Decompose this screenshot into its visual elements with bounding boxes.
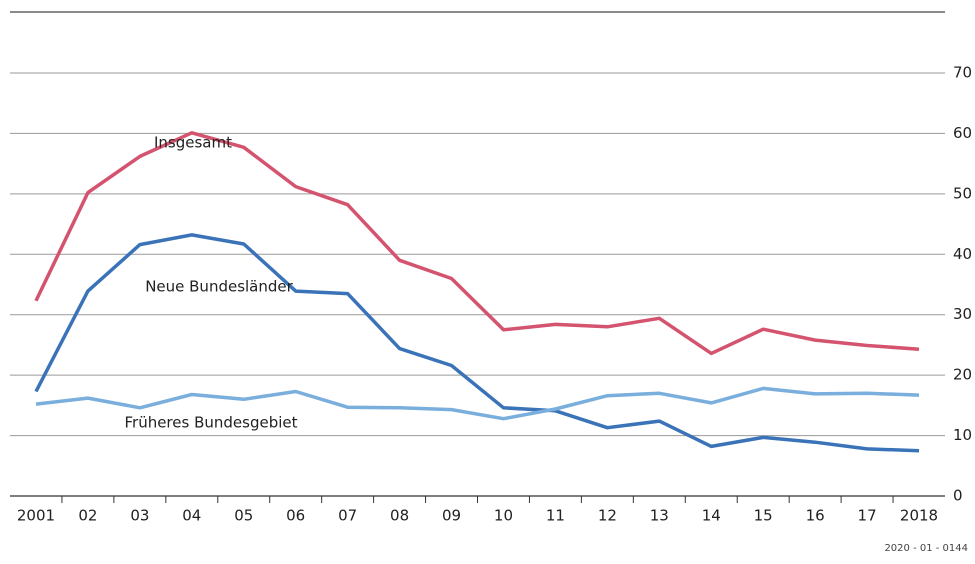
y-tick-label: 20 bbox=[953, 366, 972, 384]
y-tick-label: 40 bbox=[953, 245, 972, 263]
x-tick-label: 13 bbox=[650, 507, 669, 525]
x-tick-label: 03 bbox=[130, 507, 149, 525]
y-tick-label: 60 bbox=[953, 124, 972, 142]
footnote: 2020 - 01 - 0144 bbox=[884, 543, 968, 554]
x-tick-label: 08 bbox=[390, 507, 409, 525]
x-tick-label: 14 bbox=[702, 507, 721, 525]
series-label: Insgesamt bbox=[154, 134, 232, 152]
x-tick-label: 05 bbox=[234, 507, 253, 525]
y-tick-label: 30 bbox=[953, 305, 972, 323]
x-tick-label: 02 bbox=[78, 507, 97, 525]
series-label: Früheres Bundesgebiet bbox=[124, 414, 297, 432]
y-tick-label: 10 bbox=[953, 426, 972, 444]
x-tick-label: 12 bbox=[598, 507, 617, 525]
x-tick-label: 16 bbox=[806, 507, 825, 525]
x-tick-label: 17 bbox=[858, 507, 877, 525]
series-line bbox=[34, 131, 920, 356]
y-tick-label: 70 bbox=[953, 64, 972, 82]
y-tick-label: 0 bbox=[953, 487, 963, 505]
x-tick-label: 10 bbox=[494, 507, 513, 525]
series-line bbox=[34, 233, 920, 453]
x-tick-label: 2001 bbox=[17, 507, 55, 525]
x-tick-label: 2018 bbox=[900, 507, 938, 525]
x-tick-label: 06 bbox=[286, 507, 305, 525]
x-tick-label: 04 bbox=[182, 507, 201, 525]
x-tick-label: 07 bbox=[338, 507, 357, 525]
x-tick-label: 11 bbox=[546, 507, 565, 525]
series-line bbox=[35, 386, 920, 421]
x-tick-label: 15 bbox=[754, 507, 773, 525]
series-label: Neue Bundesländer bbox=[145, 278, 293, 296]
x-tick-label: 09 bbox=[442, 507, 461, 525]
y-tick-label: 50 bbox=[953, 184, 972, 202]
